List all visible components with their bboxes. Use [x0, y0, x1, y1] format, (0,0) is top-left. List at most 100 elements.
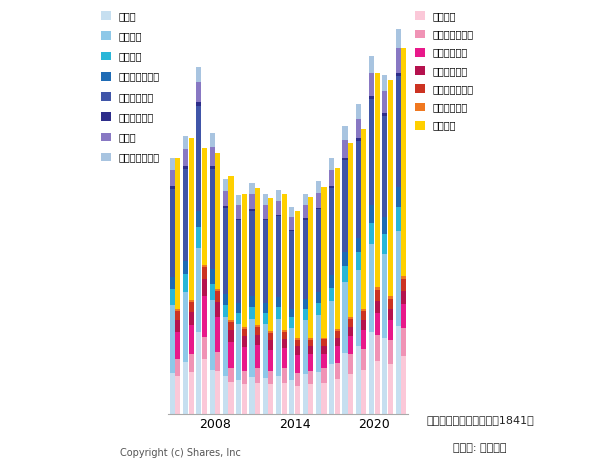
Bar — [236, 220, 241, 303]
Bar — [281, 383, 287, 414]
Bar — [302, 374, 308, 414]
Bar — [223, 317, 228, 376]
Bar — [188, 325, 194, 354]
Bar — [268, 333, 274, 340]
Bar — [175, 320, 181, 332]
Bar — [202, 297, 207, 337]
Bar — [388, 320, 393, 340]
Bar — [242, 347, 247, 371]
Bar — [263, 378, 268, 414]
Bar — [223, 376, 228, 414]
Bar — [348, 143, 353, 316]
Bar — [223, 206, 228, 208]
Bar — [395, 30, 401, 48]
Bar — [223, 191, 228, 206]
Bar — [335, 363, 340, 379]
Bar — [348, 336, 353, 354]
Bar — [196, 332, 202, 414]
Bar — [361, 349, 367, 370]
Bar — [250, 194, 254, 209]
Bar — [250, 183, 254, 194]
Bar — [395, 231, 401, 326]
Bar — [175, 332, 181, 360]
Bar — [361, 309, 367, 311]
Bar — [209, 148, 215, 166]
Bar — [289, 217, 295, 230]
Bar — [356, 252, 361, 270]
Bar — [215, 302, 220, 317]
Bar — [329, 170, 334, 186]
Bar — [302, 299, 308, 309]
Bar — [356, 104, 361, 119]
Bar — [188, 312, 194, 325]
Bar — [369, 244, 374, 332]
Bar — [188, 300, 194, 302]
Bar — [388, 296, 393, 298]
Bar — [170, 373, 175, 414]
Bar — [361, 330, 367, 349]
Bar — [289, 329, 295, 380]
Bar — [308, 340, 313, 346]
Bar — [348, 319, 353, 327]
Bar — [329, 186, 334, 188]
Bar — [335, 346, 340, 363]
Bar — [236, 313, 241, 324]
Bar — [388, 298, 393, 309]
Bar — [170, 158, 175, 170]
Bar — [268, 340, 274, 350]
Bar — [295, 346, 300, 355]
Bar — [369, 223, 374, 244]
Bar — [242, 194, 247, 327]
Bar — [188, 138, 194, 300]
Bar — [348, 316, 353, 319]
Bar — [401, 356, 406, 414]
Bar — [170, 170, 175, 187]
Bar — [175, 376, 181, 414]
Bar — [289, 317, 295, 329]
Bar — [250, 319, 254, 377]
Bar — [242, 336, 247, 347]
Bar — [374, 313, 380, 335]
Bar — [229, 342, 233, 368]
Bar — [316, 315, 321, 372]
Bar — [382, 113, 388, 116]
Bar — [322, 383, 326, 414]
Bar — [229, 368, 233, 383]
Bar — [209, 300, 215, 370]
Legend: 仕入債務, その他流動負債, 短期借入金等, 長期借入金等, その他固定負債, 少数株主持分, 株主資本: 仕入債務, その他流動負債, 短期借入金等, 長期借入金等, その他固定負債, … — [415, 11, 474, 131]
Bar — [388, 80, 393, 296]
Bar — [175, 360, 181, 376]
Bar — [295, 338, 300, 340]
Bar — [183, 292, 188, 362]
Bar — [356, 346, 361, 414]
Bar — [322, 339, 326, 346]
Bar — [202, 148, 207, 265]
Bar — [289, 308, 295, 317]
Bar — [250, 306, 254, 319]
Bar — [348, 374, 353, 414]
Bar — [322, 346, 326, 353]
Bar — [308, 384, 313, 414]
Bar — [316, 208, 321, 210]
Bar — [276, 216, 281, 297]
Bar — [255, 345, 260, 368]
Bar — [276, 307, 281, 319]
Bar — [215, 352, 220, 371]
Bar — [229, 330, 233, 342]
Bar — [223, 294, 228, 306]
Bar — [281, 339, 287, 348]
Bar — [250, 211, 254, 296]
Bar — [263, 219, 268, 220]
Bar — [242, 384, 247, 414]
Bar — [223, 208, 228, 294]
Bar — [343, 282, 347, 352]
Bar — [209, 169, 215, 269]
Bar — [209, 370, 215, 414]
Bar — [316, 193, 321, 208]
Bar — [196, 102, 202, 106]
Bar — [263, 313, 268, 324]
Bar — [302, 320, 308, 374]
Bar — [289, 207, 295, 217]
Bar — [263, 204, 268, 219]
Bar — [183, 136, 188, 149]
